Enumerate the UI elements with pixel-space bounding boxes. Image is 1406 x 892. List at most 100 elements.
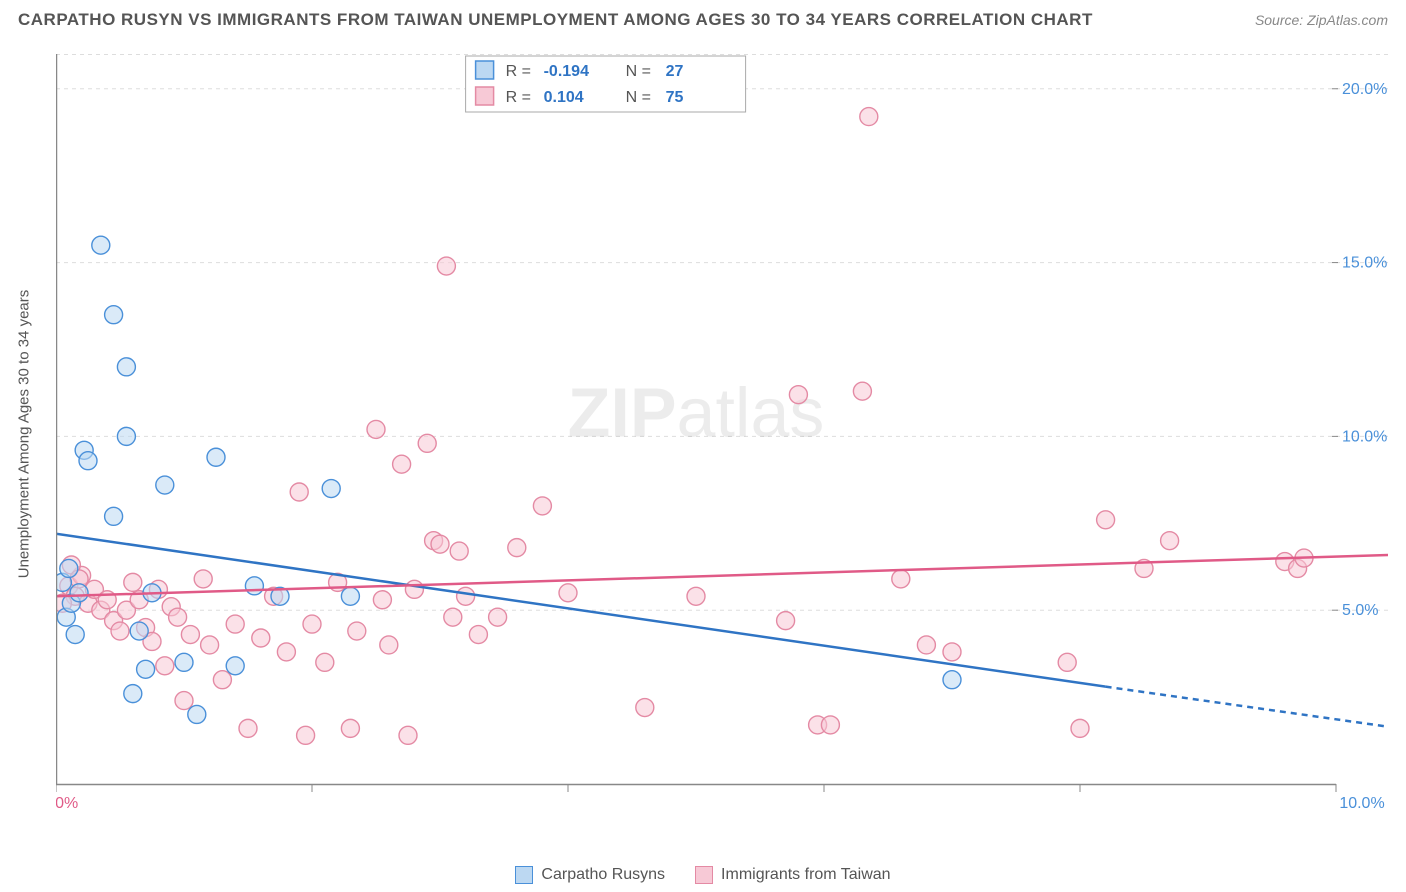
data-point <box>917 636 935 654</box>
data-point <box>393 455 411 473</box>
data-point <box>175 692 193 710</box>
chart-header: CARPATHO RUSYN VS IMMIGRANTS FROM TAIWAN… <box>0 0 1406 36</box>
data-point <box>533 497 551 515</box>
chart-area: Unemployment Among Ages 30 to 34 years Z… <box>42 54 1388 814</box>
data-point <box>892 570 910 588</box>
data-point <box>130 622 148 640</box>
data-point <box>194 570 212 588</box>
data-point <box>303 615 321 633</box>
data-point <box>117 427 135 445</box>
data-point <box>201 636 219 654</box>
data-point <box>181 626 199 644</box>
data-point <box>489 608 507 626</box>
corr-n-value: 75 <box>666 89 684 106</box>
data-point <box>105 507 123 525</box>
data-point <box>66 626 84 644</box>
source-prefix: Source: <box>1255 12 1307 28</box>
data-point <box>457 587 475 605</box>
chart-title: CARPATHO RUSYN VS IMMIGRANTS FROM TAIWAN… <box>18 10 1093 30</box>
source-link[interactable]: ZipAtlas.com <box>1307 12 1388 28</box>
data-point <box>431 535 449 553</box>
trend-line-pink <box>56 555 1388 597</box>
corr-r-value: 0.104 <box>544 89 584 106</box>
data-point <box>860 108 878 126</box>
data-point <box>290 483 308 501</box>
data-point <box>559 584 577 602</box>
scatter-plot: ZIPatlas5.0%10.0%15.0%20.0%0.0%10.0%R =-… <box>56 54 1388 814</box>
legend-swatch-blue <box>515 866 533 884</box>
corr-swatch <box>476 61 494 79</box>
y-axis-label: Unemployment Among Ages 30 to 34 years <box>16 290 33 579</box>
data-point <box>399 726 417 744</box>
data-point <box>226 657 244 675</box>
data-point <box>418 434 436 452</box>
x-tick-label-right: 10.0% <box>1339 795 1384 812</box>
data-point <box>252 629 270 647</box>
data-point <box>687 587 705 605</box>
data-point <box>789 386 807 404</box>
data-point <box>405 580 423 598</box>
data-point <box>70 584 88 602</box>
data-point <box>169 608 187 626</box>
legend-item-pink: Immigrants from Taiwan <box>695 866 891 884</box>
trend-line-blue-dash <box>1106 687 1388 729</box>
data-point <box>239 719 257 737</box>
data-point <box>124 685 142 703</box>
data-point <box>111 622 129 640</box>
watermark-text: ZIPatlas <box>568 373 825 451</box>
legend-label-blue: Carpatho Rusyns <box>541 866 665 884</box>
data-point <box>341 587 359 605</box>
legend-item-blue: Carpatho Rusyns <box>515 866 665 884</box>
data-point <box>156 657 174 675</box>
corr-n-label: N = <box>626 63 651 80</box>
corr-swatch <box>476 87 494 105</box>
data-point <box>367 420 385 438</box>
data-point <box>124 573 142 591</box>
data-point <box>213 671 231 689</box>
data-point <box>60 559 78 577</box>
corr-r-value: -0.194 <box>544 63 589 80</box>
data-point <box>450 542 468 560</box>
data-point <box>226 615 244 633</box>
data-point <box>105 306 123 324</box>
x-tick-label-left: 0.0% <box>56 795 78 812</box>
data-point <box>245 577 263 595</box>
data-point <box>943 643 961 661</box>
data-point <box>322 480 340 498</box>
data-point <box>137 660 155 678</box>
data-point <box>437 257 455 275</box>
data-point <box>277 643 295 661</box>
corr-n-label: N = <box>626 89 651 106</box>
data-point <box>777 612 795 630</box>
data-point <box>175 653 193 671</box>
legend-label-pink: Immigrants from Taiwan <box>721 866 891 884</box>
data-point <box>508 539 526 557</box>
data-point <box>297 726 315 744</box>
y-tick-label: 20.0% <box>1342 81 1387 98</box>
data-point <box>373 591 391 609</box>
data-point <box>636 699 654 717</box>
corr-n-value: 27 <box>666 63 684 80</box>
data-point <box>1071 719 1089 737</box>
corr-r-label: R = <box>506 63 531 80</box>
data-point <box>943 671 961 689</box>
data-point <box>821 716 839 734</box>
y-tick-label: 10.0% <box>1342 428 1387 445</box>
data-point <box>156 476 174 494</box>
data-point <box>853 382 871 400</box>
data-point <box>1097 511 1115 529</box>
data-point <box>380 636 398 654</box>
corr-r-label: R = <box>506 89 531 106</box>
data-point <box>469 626 487 644</box>
data-point <box>316 653 334 671</box>
data-point <box>1058 653 1076 671</box>
data-point <box>117 358 135 376</box>
data-point <box>188 705 206 723</box>
data-point <box>341 719 359 737</box>
data-point <box>348 622 366 640</box>
data-point <box>92 236 110 254</box>
y-tick-label: 15.0% <box>1342 255 1387 272</box>
data-point <box>207 448 225 466</box>
legend-swatch-pink <box>695 866 713 884</box>
data-point <box>79 452 97 470</box>
